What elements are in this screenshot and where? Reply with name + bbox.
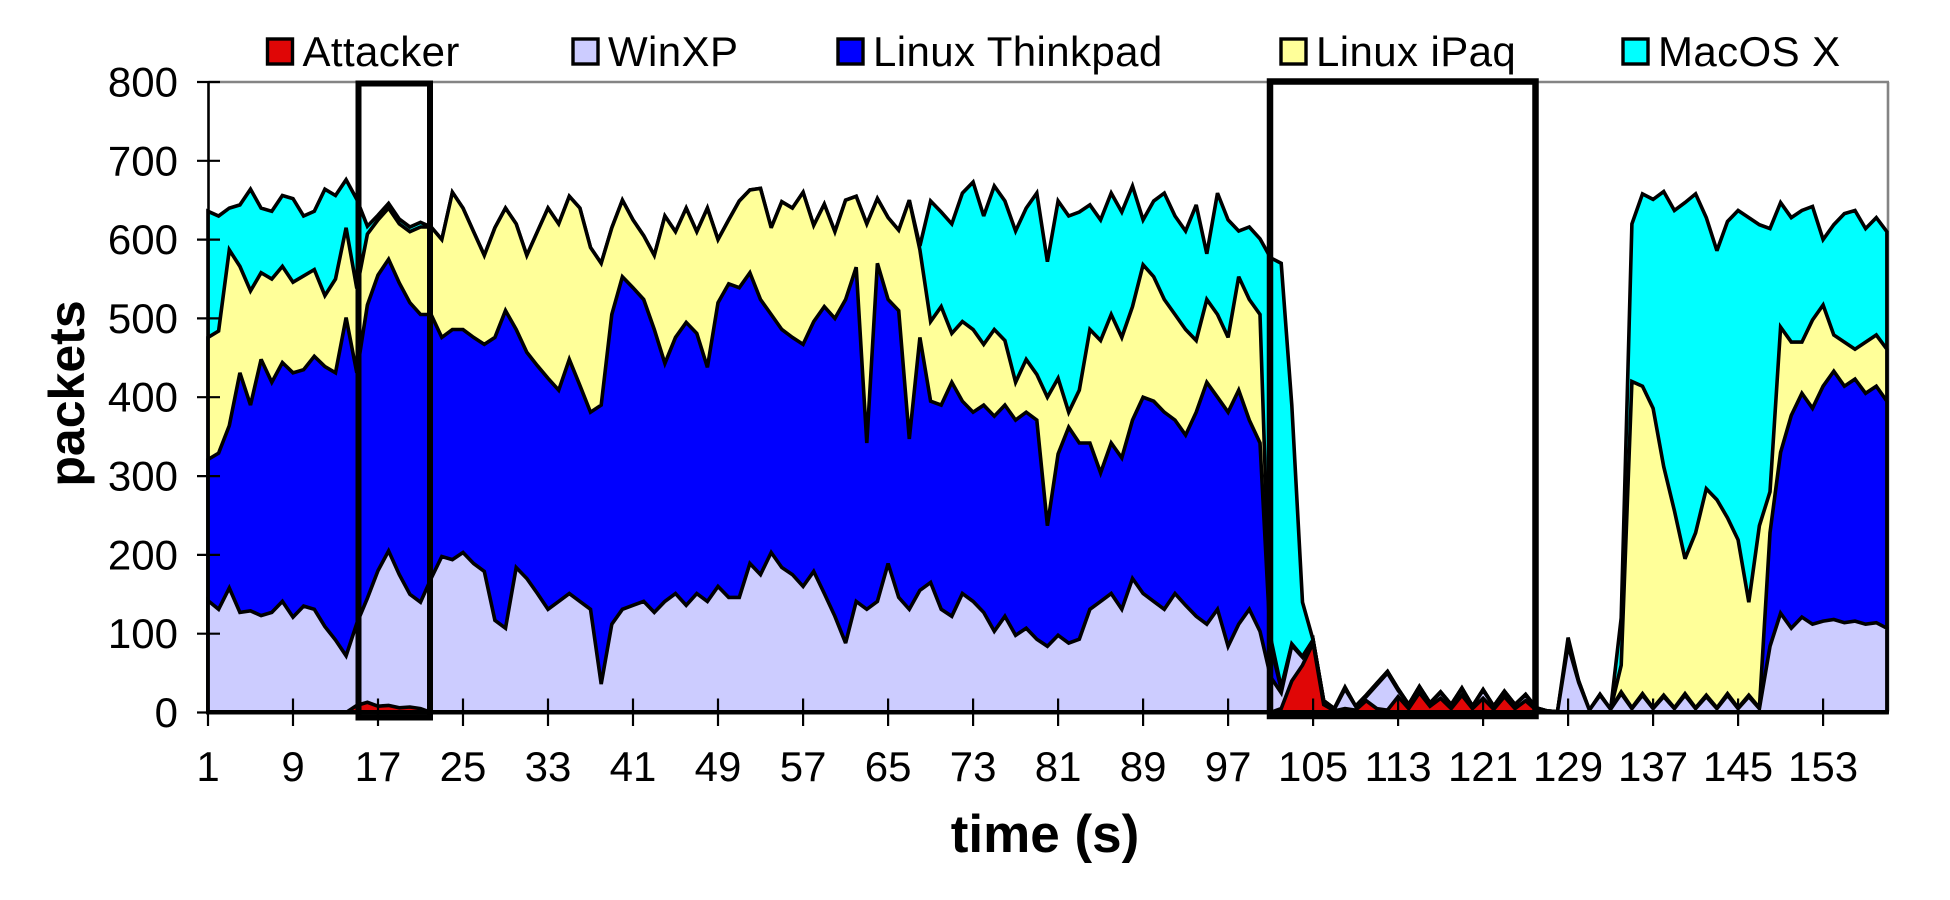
svg-text:73: 73: [950, 743, 997, 790]
svg-text:89: 89: [1120, 743, 1167, 790]
svg-text:WinXP: WinXP: [608, 28, 738, 75]
svg-text:MacOS X: MacOS X: [1658, 28, 1841, 75]
svg-text:129: 129: [1533, 743, 1603, 790]
svg-text:49: 49: [695, 743, 742, 790]
svg-text:Attacker: Attacker: [303, 28, 460, 75]
svg-text:41: 41: [610, 743, 657, 790]
svg-text:57: 57: [780, 743, 827, 790]
svg-text:600: 600: [108, 216, 178, 263]
svg-text:81: 81: [1035, 743, 1082, 790]
svg-text:25: 25: [440, 743, 487, 790]
svg-text:700: 700: [108, 137, 178, 184]
svg-text:500: 500: [108, 295, 178, 342]
svg-text:137: 137: [1618, 743, 1688, 790]
svg-text:9: 9: [281, 743, 304, 790]
svg-text:65: 65: [865, 743, 912, 790]
svg-text:17: 17: [355, 743, 402, 790]
svg-text:100: 100: [108, 610, 178, 657]
svg-text:300: 300: [108, 453, 178, 500]
svg-text:400: 400: [108, 374, 178, 421]
svg-text:97: 97: [1205, 743, 1252, 790]
svg-text:113: 113: [1365, 743, 1432, 790]
svg-text:105: 105: [1278, 743, 1348, 790]
svg-text:800: 800: [108, 58, 178, 105]
svg-text:1: 1: [196, 743, 219, 790]
svg-text:Linux Thinkpad: Linux Thinkpad: [873, 28, 1163, 75]
svg-text:packets: packets: [39, 300, 95, 486]
svg-text:145: 145: [1703, 743, 1773, 790]
svg-text:121: 121: [1448, 743, 1518, 790]
svg-text:153: 153: [1788, 743, 1858, 790]
svg-text:Linux iPaq: Linux iPaq: [1316, 28, 1516, 75]
svg-text:33: 33: [525, 743, 572, 790]
svg-text:time (s): time (s): [951, 805, 1139, 864]
svg-text:0: 0: [155, 689, 178, 736]
svg-text:200: 200: [108, 531, 178, 578]
